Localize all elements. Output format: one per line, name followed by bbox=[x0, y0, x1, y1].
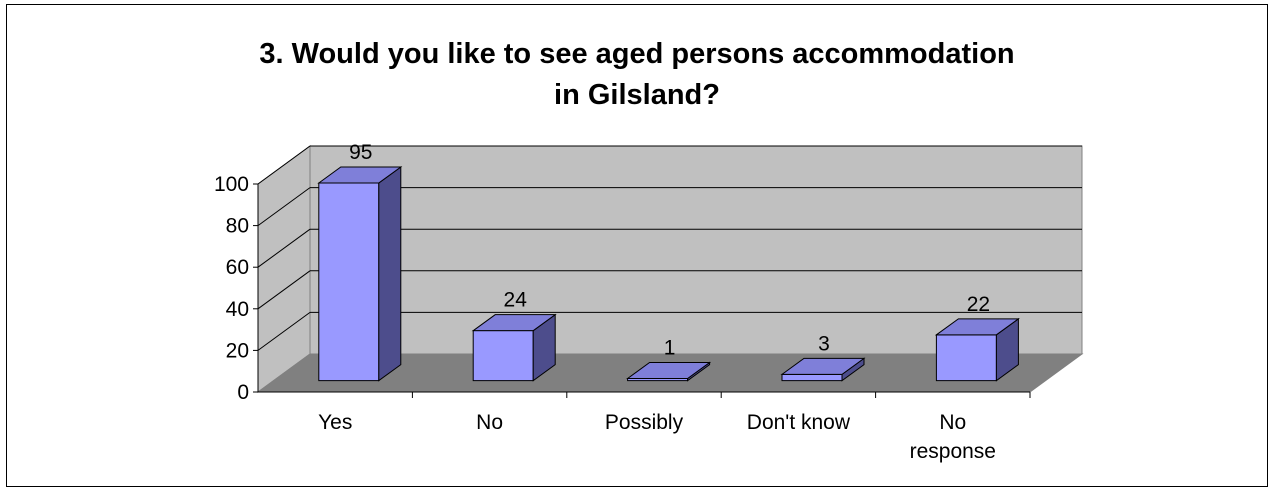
x-tick-label: Yes bbox=[318, 411, 352, 434]
bar-front bbox=[472, 330, 534, 382]
x-tick-label: Don't know bbox=[747, 411, 851, 434]
gridline-side bbox=[257, 228, 311, 268]
bar-top bbox=[317, 166, 403, 184]
bar-side bbox=[378, 166, 402, 382]
y-tick-label: 100 bbox=[214, 173, 249, 196]
chart-title: 3. Would you like to see aged persons ac… bbox=[6, 34, 1268, 116]
chart-walls bbox=[256, 145, 1084, 393]
bar-top bbox=[626, 362, 712, 380]
y-tick-label: 60 bbox=[226, 256, 249, 279]
x-tick-label: No bbox=[939, 411, 966, 434]
chart-axes bbox=[253, 183, 1031, 398]
x-tick-label: No bbox=[476, 411, 503, 434]
data-label: 3 bbox=[818, 332, 830, 355]
bar-front bbox=[781, 373, 843, 382]
bar-top bbox=[780, 357, 866, 375]
bar-top bbox=[471, 314, 557, 332]
gridline-side bbox=[257, 187, 311, 227]
bar-no-response bbox=[934, 317, 1020, 382]
chart-gridlines bbox=[257, 145, 1082, 351]
data-label: 95 bbox=[349, 141, 372, 164]
bar-top bbox=[934, 318, 1020, 336]
chart-bars bbox=[317, 166, 1020, 382]
x-tick-label: response bbox=[910, 440, 996, 463]
data-label: 1 bbox=[664, 337, 676, 360]
data-label: 24 bbox=[504, 289, 528, 312]
bar-front bbox=[318, 182, 380, 382]
bar-don-t-know bbox=[780, 357, 866, 382]
y-tick-label: 20 bbox=[226, 339, 249, 362]
y-tick-label: 40 bbox=[226, 298, 249, 321]
data-label: 22 bbox=[967, 293, 990, 316]
bar-possibly bbox=[626, 361, 712, 382]
gridline-side bbox=[257, 270, 311, 310]
chart-title-line-2: in Gilsland? bbox=[554, 79, 720, 111]
gridline-side bbox=[257, 145, 311, 185]
chart-title-line-1: 3. Would you like to see aged persons ac… bbox=[259, 38, 1015, 70]
bar-front bbox=[935, 334, 997, 382]
y-tick-label: 80 bbox=[226, 215, 249, 238]
bar-no bbox=[471, 313, 557, 382]
bar-yes bbox=[317, 166, 403, 382]
chart-labels: 0 20 40 60 80 100 95 24 1 3 22 Yes No Possibly Don't k… bbox=[214, 141, 996, 463]
side-wall bbox=[257, 145, 311, 393]
y-tick-label: 0 bbox=[237, 381, 249, 404]
gridline-side bbox=[257, 311, 311, 351]
x-tick-label: Possibly bbox=[605, 411, 684, 434]
